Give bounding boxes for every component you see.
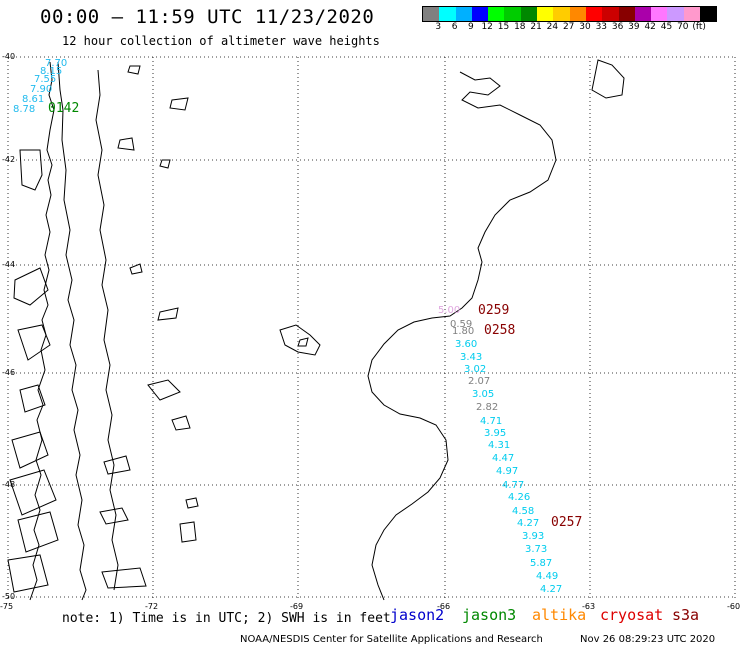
- color-scale-label: 45: [660, 22, 673, 32]
- credit-text: NOAA/NESDIS Center for Satellite Applica…: [240, 634, 543, 645]
- color-scale-swatch: [667, 7, 684, 21]
- legend-item-cryosat: cryosat: [600, 606, 664, 624]
- color-scale-label: 12: [481, 22, 493, 32]
- graticule: [7, 56, 736, 600]
- track-value-label: 4.27: [540, 584, 562, 595]
- color-scale-label: 18: [514, 22, 526, 32]
- track-value-label: 4.49: [536, 571, 558, 582]
- left-track-values: 7.708.157.557.908.618.78 0142: [13, 58, 79, 116]
- timestamp-text: Nov 26 08:29:23 UTC 2020: [580, 634, 716, 645]
- track-value-label: 1.80: [452, 326, 474, 337]
- legend-item-jason3: jason3: [462, 606, 517, 624]
- track-value-label: 3.60: [455, 339, 477, 350]
- color-scale-label: 70: [677, 22, 689, 32]
- pass-time-label: 0258: [484, 323, 515, 338]
- color-scale-swatch: [553, 7, 570, 21]
- track-value-label: 5.87: [530, 558, 552, 569]
- latitude-label: -40: [2, 52, 16, 61]
- latitude-label: -50: [2, 592, 16, 601]
- longitude-label: -63: [582, 602, 596, 611]
- pass-time-label: 0142: [48, 101, 79, 116]
- latitude-label: -44: [2, 260, 16, 269]
- track-value-label: 4.77: [502, 480, 524, 491]
- color-scale-swatch: [585, 7, 603, 21]
- color-scale-swatch: [602, 7, 619, 21]
- pass-time-label: 0259: [478, 303, 509, 318]
- legend-item-jason2: jason2: [390, 606, 445, 624]
- track-value-label: 7.70: [45, 58, 67, 69]
- track-value-label: 4.47: [492, 453, 514, 464]
- color-scale-swatch: [504, 7, 521, 21]
- color-scale-label: 24: [546, 22, 559, 32]
- color-scale-label: 15: [497, 22, 510, 32]
- color-scale-label: 21: [530, 22, 542, 32]
- color-scale-swatch: [683, 7, 701, 21]
- track-value-label: 2.82: [476, 402, 498, 413]
- longitude-label: -72: [145, 602, 159, 611]
- color-scale-swatch: [471, 7, 489, 21]
- latitude-label: -42: [2, 155, 16, 164]
- color-scale-label: 27: [562, 22, 575, 32]
- footnote: note: 1) Time is in UTC; 2) SWH is in fe…: [62, 611, 391, 626]
- track-value-label: 3.95: [484, 428, 506, 439]
- track-value-label: 4.58: [512, 506, 534, 517]
- color-scale-label: 3: [435, 22, 442, 32]
- track-value-label: 3.02: [464, 364, 486, 375]
- color-scale-swatch: [618, 7, 635, 21]
- track-value-label: 8.78: [13, 104, 35, 115]
- track-value-label: 4.31: [488, 440, 510, 451]
- track-value-label: 3.93: [522, 531, 544, 542]
- longitude-label: -60: [727, 602, 740, 611]
- color-scale-label: (ft): [692, 22, 706, 32]
- track-value-label: 8.15: [40, 66, 62, 77]
- track-value-label: 4.27: [517, 518, 539, 529]
- legend-item-altika: altika: [532, 606, 587, 624]
- track-value-label: 7.55: [34, 74, 56, 85]
- latitude-label: -46: [2, 368, 16, 377]
- track-value-label: 3.73: [525, 544, 547, 555]
- color-scale-swatch: [700, 7, 717, 21]
- color-scale-swatch: [488, 7, 505, 21]
- color-scale-label: 42: [644, 22, 656, 32]
- track-value-label: 3.05: [472, 389, 494, 400]
- color-scale-swatch: [537, 7, 554, 21]
- track-value-label: 4.71: [480, 416, 502, 427]
- track-value-label: 0.59: [450, 319, 472, 330]
- color-scale-bar: [422, 6, 718, 22]
- page-subtitle: 12 hour collection of altimeter wave hei…: [62, 34, 380, 48]
- color-scale-swatch: [439, 7, 456, 21]
- color-scale-swatch: [634, 7, 652, 21]
- page-title: 00:00 – 11:59 UTC 11/23/2020: [40, 6, 375, 28]
- right-track-values: 5.00 0.591.80 3.60 3.433.022.07 3.05 2.82 4.71…: [438, 303, 582, 595]
- longitude-label: -69: [290, 602, 304, 611]
- track-value-label: 4.26: [508, 492, 530, 503]
- legend-item-s3a: s3a: [672, 606, 700, 624]
- color-scale-swatch: [651, 7, 668, 21]
- longitude-label: -75: [0, 602, 14, 611]
- color-scale-swatch: [569, 7, 586, 21]
- color-scale-label: 9: [468, 22, 474, 32]
- color-scale-label: 30: [579, 22, 591, 32]
- track-value-label: 3.43: [460, 352, 482, 363]
- track-value-label: 8.61: [22, 94, 44, 105]
- coastline: [7, 59, 625, 601]
- track-value-label: 2.07: [468, 376, 490, 387]
- color-scale-label: 36: [611, 22, 624, 32]
- color-scale-labels: 3 6 9 12 15 18 21 24 27 30 33 36 39 42 45 70 (ft): [422, 22, 740, 34]
- track-value-label: 4.97: [496, 466, 518, 477]
- color-scale-swatch: [520, 7, 538, 21]
- color-scale-swatch: [455, 7, 472, 21]
- color-scale-label: 33: [595, 22, 608, 32]
- longitude-label: -66: [437, 602, 451, 611]
- track-value-label: 5.00: [438, 305, 460, 316]
- color-scale-label: 39: [628, 22, 640, 32]
- latitude-label: -48: [2, 480, 16, 489]
- pass-time-label: 0257: [551, 515, 582, 530]
- track-value-label: 7.90: [30, 84, 52, 95]
- color-scale-label: 6: [451, 22, 458, 32]
- color-scale-swatch: [423, 7, 440, 21]
